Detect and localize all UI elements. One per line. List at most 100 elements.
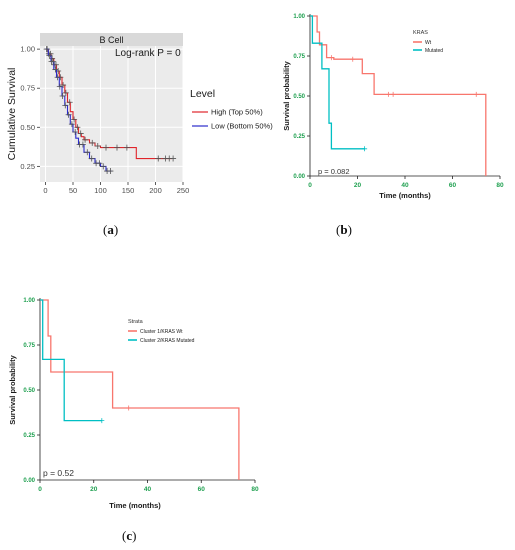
chart-b-series-line	[310, 15, 487, 176]
chart-a-logrank: Log-rank P = 0	[115, 48, 181, 59]
chart-c-xlabel: Time (months)	[109, 501, 161, 510]
chart-a-ytick-label: 0.75	[20, 84, 35, 93]
chart-b-legend-title: KRAS	[413, 30, 428, 36]
chart-a-ylabel: Cumulative Survival	[6, 68, 18, 161]
chart-b-ylabel: Survival probability	[282, 60, 291, 130]
chart-a-censor-mark	[170, 155, 177, 162]
chart-a-xtick-label: 0	[43, 186, 47, 195]
chart-a-censor-mark	[49, 55, 56, 62]
chart-a-censor-mark	[66, 99, 73, 106]
chart-b-xtick-label: 40	[401, 182, 409, 189]
chart-b-ytick-label: 0.50	[293, 94, 305, 100]
chart-c-censor-mark	[99, 418, 105, 424]
chart-a-censor-mark	[54, 74, 61, 81]
chart-a-censor-mark	[100, 163, 107, 170]
chart-a-censor-mark	[155, 155, 162, 162]
chart-c-ytick-label: 1.00	[23, 298, 35, 304]
chart-b: 0 20 40 60 800.000.250.500.751.00 p = 0.082 …	[282, 14, 504, 200]
chart-a-censor-mark	[56, 83, 63, 90]
chart-b-ytick-label: 0.00	[293, 174, 305, 180]
chart-b-legend-label: Mutated	[425, 48, 443, 54]
chart-a-ytick-label: 1.00	[20, 45, 35, 54]
chart-a-xtick-label: 100	[94, 186, 107, 195]
chart-b-ytick-label: 0.25	[293, 134, 305, 140]
chart-a-censor-mark	[96, 160, 103, 167]
chart-b-censor-mark	[362, 146, 368, 152]
chart-a-censor-mark	[52, 66, 59, 73]
chart-b-xtick-label: 60	[449, 182, 457, 189]
panel-label-a: (a)	[103, 222, 119, 237]
chart-c-xtick-label: 40	[144, 486, 152, 493]
chart-a-legend-label: Low (Bottom 50%)	[211, 122, 273, 131]
chart-c-ytick-label: 0.25	[23, 433, 35, 439]
chart-c-series-line	[40, 299, 240, 480]
chart-b-xtick-label: 80	[496, 182, 504, 189]
chart-c-ylabel: Survival probability	[8, 354, 17, 424]
chart-a-censor-mark	[65, 111, 72, 118]
chart-a-censor-mark	[50, 58, 57, 65]
chart-b-xlabel: Time (months)	[379, 191, 431, 200]
chart-c-xtick-label: 20	[90, 486, 98, 493]
chart-a-strip	[40, 33, 183, 46]
chart-c-ytick-label: 0.50	[23, 388, 35, 394]
chart-b-xtick-label: 0	[308, 182, 312, 189]
chart-a-legend-title: Level	[190, 88, 215, 100]
chart-b-censor-mark	[350, 56, 356, 62]
chart-a-censor-mark	[84, 149, 91, 156]
chart-b-ytick-label: 0.75	[293, 54, 305, 60]
chart-a-censor-mark	[123, 144, 130, 151]
chart-b-censor-mark	[385, 91, 391, 97]
chart-c-legend-label: Cluster 1/KRAS Wt	[140, 329, 183, 335]
panel-label-c: (c)	[122, 528, 137, 543]
chart-c-ytick-label: 0.00	[23, 478, 35, 484]
chart-a-censor-mark	[89, 139, 96, 146]
chart-a-censor-mark	[71, 116, 78, 123]
chart-a-series-line	[45, 48, 112, 172]
chart-a-xtick-label: 150	[122, 186, 135, 195]
chart-a-plot-background	[40, 46, 183, 182]
chart-c-pvalue: p = 0.52	[43, 468, 74, 478]
chart-a-censor-mark	[77, 130, 84, 137]
chart-b-pvalue: p = 0.082	[318, 167, 350, 176]
chart-a-censor-mark	[59, 93, 66, 100]
chart-a-strip-title: B Cell	[99, 35, 123, 45]
chart-a-censor-mark	[60, 82, 67, 89]
chart-a-censor-mark	[88, 155, 95, 162]
chart-c-xtick-label: 0	[38, 486, 42, 493]
chart-a-censor-mark	[79, 141, 86, 148]
chart-a-legend-label: High (Top 50%)	[211, 108, 263, 117]
chart-a-censor-mark	[74, 124, 81, 131]
chart-c-ytick-label: 0.75	[23, 343, 35, 349]
chart-a-ytick-label: 0.50	[20, 123, 35, 132]
chart-c-series-line	[40, 299, 102, 422]
chart-a-xtick-label: 250	[177, 186, 190, 195]
chart-a-censor-mark	[94, 143, 101, 150]
chart-a-censor-mark	[44, 46, 51, 53]
chart-c: 0 20 40 60 80 0.00 0.25 0.50 0.75 1.00 p = 0.52 S…	[8, 298, 259, 510]
chart-b-ytick-label: 1.00	[293, 14, 305, 20]
chart-a-censor-mark	[114, 144, 120, 151]
chart-a-censor-mark	[82, 136, 89, 143]
chart-b-series-line	[310, 15, 365, 150]
chart-a-censor-mark	[72, 128, 79, 135]
chart-b-censor-mark	[473, 91, 479, 97]
chart-b-censor-mark	[390, 91, 396, 97]
chart-a-xtick-label: 200	[149, 186, 162, 195]
panel-label-b: (b)	[336, 222, 352, 237]
chart-c-legend-title: Strata	[128, 319, 144, 325]
chart-c-censor-mark	[126, 405, 132, 411]
chart-a-censor-mark	[46, 52, 53, 59]
chart-a-censor-mark	[62, 89, 69, 96]
chart-c-xtick-label: 80	[251, 486, 259, 493]
chart-a-ytick-label: 0.25	[20, 162, 35, 171]
chart-b-xtick-label: 20	[354, 182, 362, 189]
chart-c-xtick-label: 60	[198, 486, 206, 493]
chart-a-censor-mark	[103, 144, 109, 151]
chart-a-censor-mark	[107, 168, 114, 175]
chart-a: B Cell Log-rank P = 0 0 50 100 150 200 250 0.2…	[6, 33, 273, 195]
chart-b-legend-label: Wt	[425, 40, 432, 46]
chart-a-xtick-label: 50	[69, 186, 77, 195]
chart-b-censor-mark	[328, 55, 334, 61]
chart-a-censor-mark	[68, 121, 75, 128]
